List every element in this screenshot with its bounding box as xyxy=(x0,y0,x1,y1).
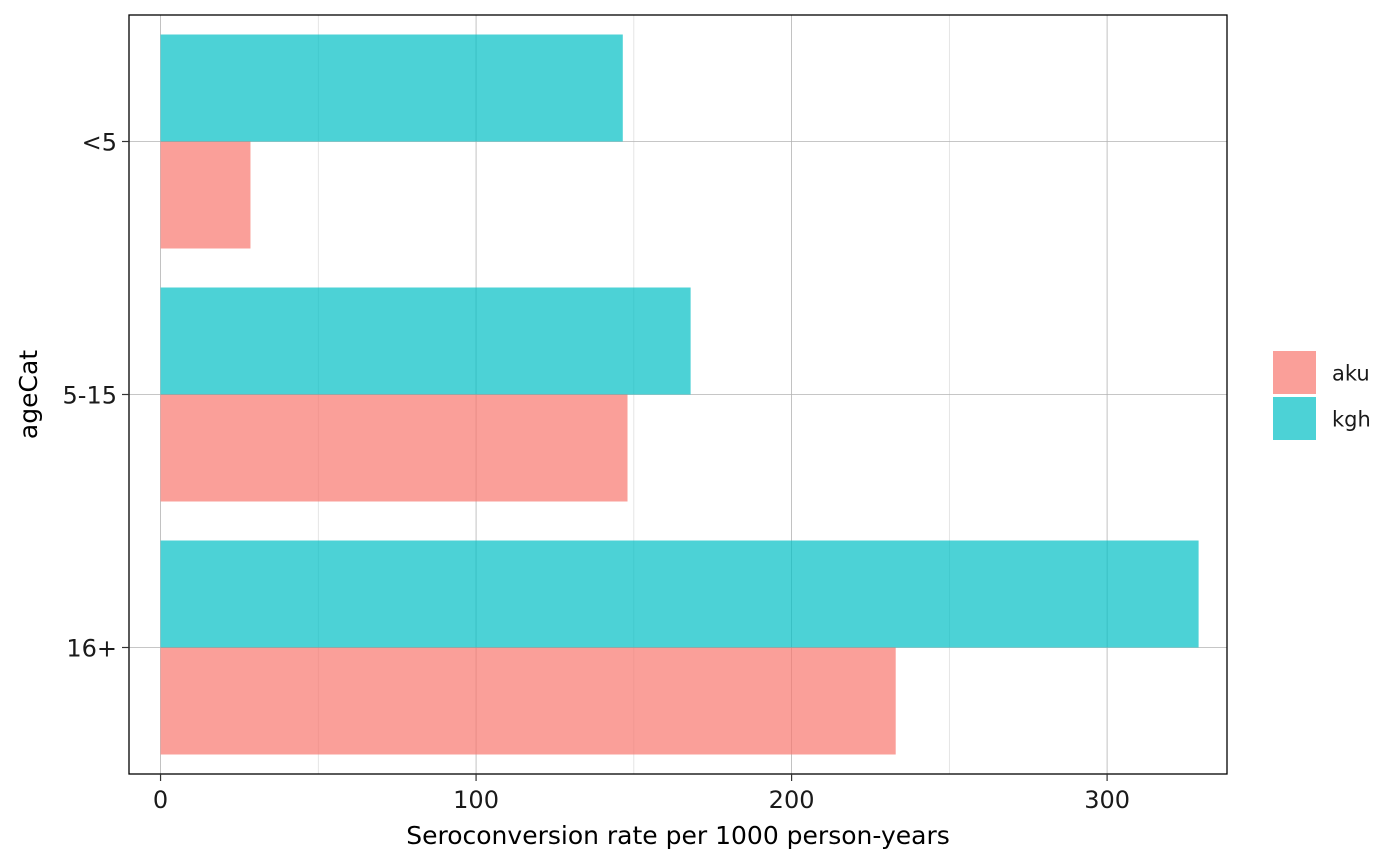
y-tick-label: 16+ xyxy=(66,635,117,663)
x-tick-label: 300 xyxy=(1084,786,1130,814)
legend-key-kgh xyxy=(1273,397,1316,440)
legend: aku kgh xyxy=(1273,351,1371,440)
x-axis-title: Seroconversion rate per 1000 person-year… xyxy=(406,821,950,850)
x-tick-label: 0 xyxy=(153,786,168,814)
y-tick-label: <5 xyxy=(82,129,117,157)
x-tick-label: 100 xyxy=(453,786,499,814)
bar-aku xyxy=(160,647,896,755)
bar-kgh xyxy=(160,540,1199,648)
legend-key-aku xyxy=(1273,351,1316,394)
bar-aku xyxy=(160,394,628,502)
legend-label-aku: aku xyxy=(1332,362,1370,386)
bars xyxy=(160,34,1199,755)
y-axis-title: ageCat xyxy=(14,350,43,439)
bar-kgh xyxy=(160,287,691,395)
legend-label-kgh: kgh xyxy=(1332,408,1371,432)
x-tick-label: 200 xyxy=(769,786,815,814)
y-tick-label: 5-15 xyxy=(63,382,117,410)
bar-aku xyxy=(160,141,251,249)
axes: 0 100 200 300 <5 5-15 16+ xyxy=(63,129,1130,815)
bar-kgh xyxy=(160,34,623,142)
